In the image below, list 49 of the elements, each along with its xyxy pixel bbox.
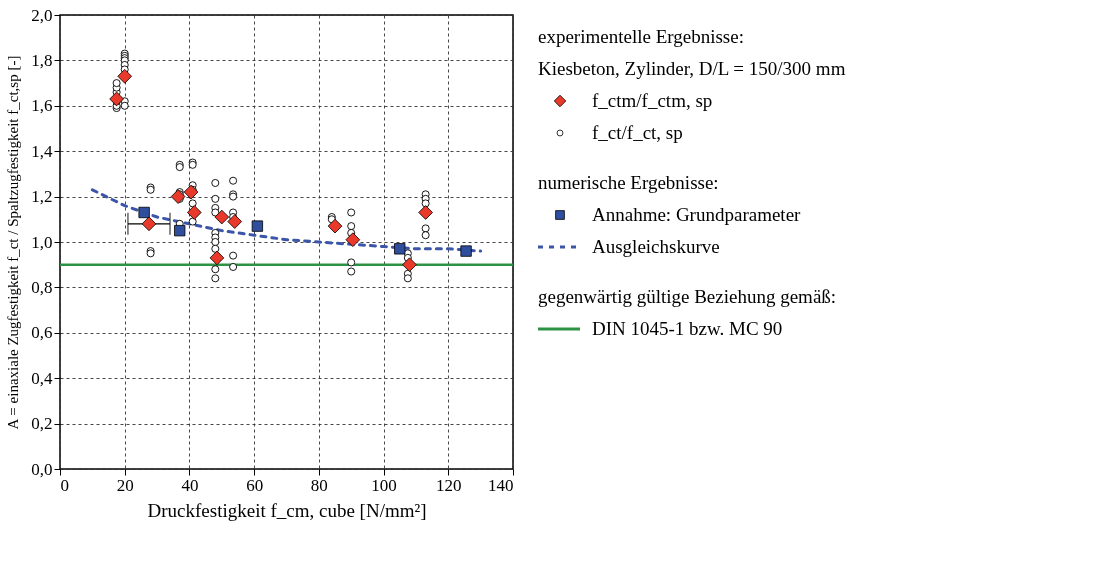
x-tick-label: 80: [310, 475, 328, 495]
y-tick-label: 1,2: [31, 187, 53, 207]
text: experimentelle Ergebnisse:: [538, 26, 744, 47]
point: [214, 209, 230, 225]
x-tick-label: 0: [60, 475, 69, 495]
y-tick-label: 0,4: [31, 368, 53, 388]
y-tick-label: 1,0: [31, 232, 53, 252]
point: [109, 91, 124, 107]
y-tick-label: 1,8: [31, 50, 53, 70]
legend-label: f_ct/f_ct, sp: [592, 122, 683, 143]
y-tick-label: 0,6: [31, 323, 53, 343]
y-axis-title: A = einaxiale Zugfestigkeit f_ct / Spaltzugfestigkeit f_ct,sp [-]: [5, 55, 22, 430]
point: [209, 250, 225, 266]
y-tick-label: 0,0: [31, 459, 53, 479]
legend-label: Annahme: Grundparameter: [592, 204, 802, 225]
x-tick-label: 60: [246, 475, 264, 495]
point: [183, 184, 199, 200]
point: [345, 232, 361, 248]
legend-label: f_ctm/f_ctm, sp: [592, 90, 713, 111]
x-tick-label: 40: [181, 475, 199, 495]
text: Kiesbeton, Zylinder, D/L = 150/300 mm: [538, 58, 846, 79]
point: [138, 206, 150, 219]
line-series: [90, 188, 483, 253]
x-tick-label: 120: [436, 475, 462, 495]
y-tick-label: 0,8: [31, 277, 53, 297]
point: [227, 214, 243, 229]
point: [394, 243, 406, 255]
y-tick-label: 1,4: [31, 141, 53, 161]
legend-label: Ausgleichskurve: [592, 236, 720, 257]
x-tick-label: 20: [116, 475, 134, 495]
text: numerische Ergebnisse:: [538, 172, 719, 193]
x-tick-label: 140: [488, 475, 514, 495]
point: [174, 225, 186, 237]
point: [402, 257, 417, 272]
y-tick-label: 0,2: [31, 414, 53, 434]
y-tick-label: 2,0: [31, 5, 53, 25]
point: [251, 220, 264, 232]
legend-label: DIN 1045-1 bzw. MC 90: [592, 318, 783, 339]
y-tick-label: 1,6: [31, 96, 53, 116]
point: [186, 205, 202, 220]
x-tick-label: 100: [371, 475, 397, 495]
point: [327, 218, 343, 234]
point: [141, 216, 157, 232]
point: [117, 69, 133, 84]
point: [170, 189, 186, 204]
point: [418, 205, 433, 220]
text: gegenwärtig gültige Beziehung gemäß:: [538, 286, 837, 307]
x-axis-title: Druckfestigkeit f_cm, cube [N/mm²]: [147, 499, 427, 521]
point: [460, 245, 472, 257]
